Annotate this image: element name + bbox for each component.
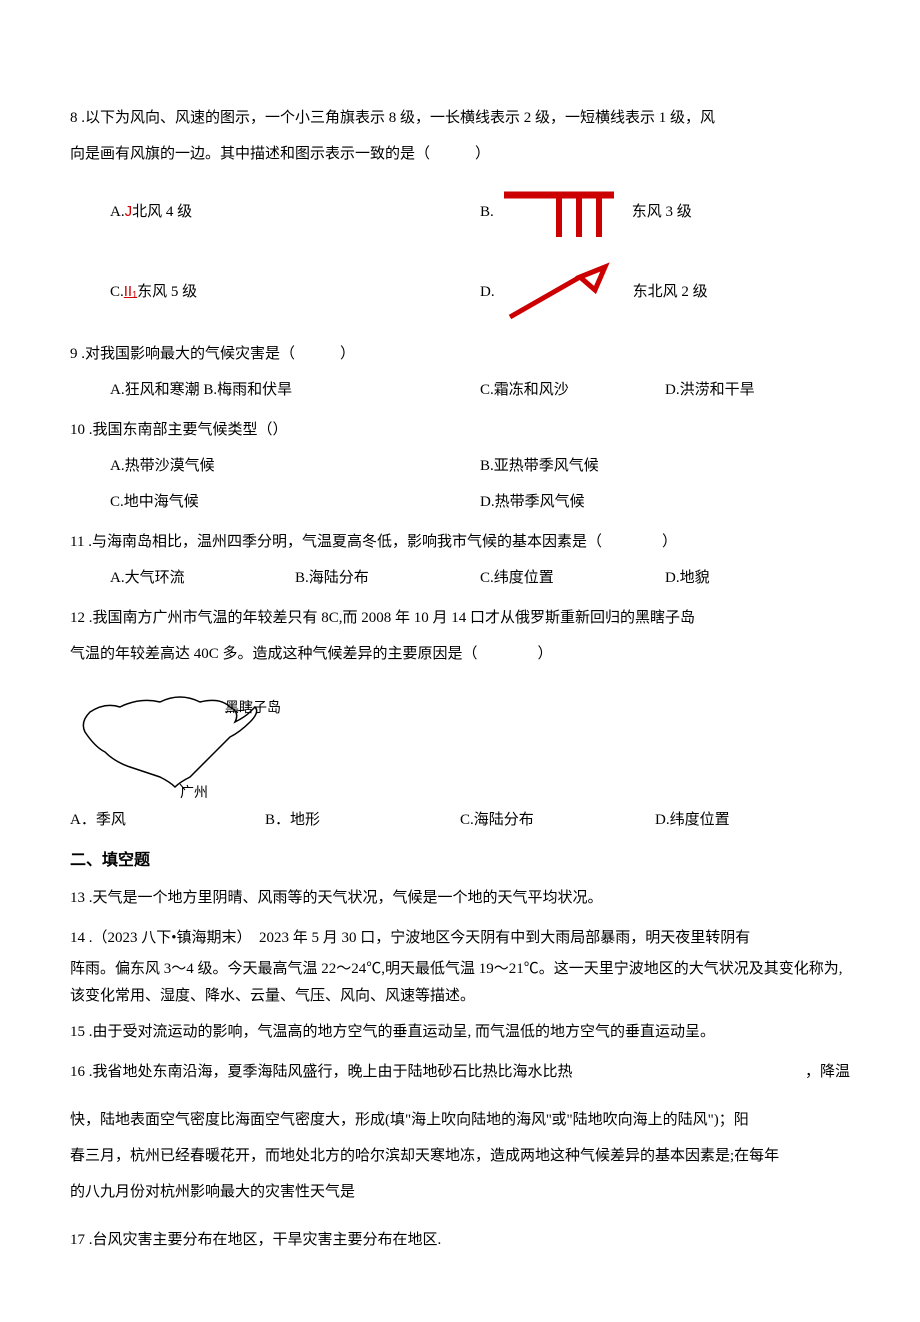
opt-c-text: 东风 5 级	[137, 274, 197, 310]
question-8: 8 .以下为风向、风速的图示，一个小三角旗表示 8 级，一长横线表示 2 级，一…	[70, 100, 850, 332]
q12-opt-c: C.海陆分布	[460, 802, 655, 838]
q11-options: A.大气环流 B.海陆分布 C.纬度位置 D.地貌	[70, 560, 850, 596]
q11-opt-c: C.纬度位置	[480, 560, 665, 596]
q8-stem-line2: 向是画有风旗的一边。其中描述和图示表示一致的是（ ）	[70, 136, 850, 172]
q10-stem: 10 .我国东南部主要气候类型（）	[70, 412, 850, 448]
q16-line2: 快，陆地表面空气密度比海面空气密度大，形成(填"海上吹向陆地的海风''或"陆地吹…	[70, 1102, 850, 1138]
q12-stem-line1: 12 .我国南方广州市气温的年较差只有 8C,而 2008 年 10 月 14 …	[70, 600, 850, 636]
q12-opt-a: A．季风	[70, 802, 265, 838]
question-15: 15 .由于受对流运动的影响，气温高的地方空气的垂直运动呈, 而气温低的地方空气…	[70, 1014, 850, 1050]
question-14: 14 .（2023 八下•镇海期末） 2023 年 5 月 30 口，宁波地区今…	[70, 920, 850, 1010]
opt-label: D.	[480, 274, 495, 310]
q8-option-c: C.II₁ 东风 5 级	[110, 252, 480, 332]
q14-line2: 阵雨。偏东风 3～4 级。今天最高气温 22～24℃,明天最低气温 19～21℃…	[70, 956, 850, 1010]
q10-options: A.热带沙漠气候 B.亚热带季风气候 C.地中海气候 D.热带季风气候	[70, 448, 850, 520]
q12-opt-d: D.纬度位置	[655, 802, 850, 838]
opt-label: C.	[110, 274, 124, 310]
q8-option-d: D. 东北风 2 级	[480, 252, 850, 332]
question-9: 9 .对我国影响最大的气候灾害是（ ） A.狂风和寒潮 B.梅雨和伏旱 C.霜冻…	[70, 336, 850, 408]
opt-label: A.	[110, 194, 125, 230]
q10-opt-a: A.热带沙漠气候	[110, 448, 480, 484]
question-16: 16 .我省地处东南沿海，夏季海陆风盛行，晚上由于陆地砂石比热比海水比热 ，降温…	[70, 1054, 850, 1210]
wind-symbol-b-icon	[504, 187, 614, 237]
q9-opt-d: D.洪涝和干旱	[665, 372, 850, 408]
opt-label: B.	[480, 194, 494, 230]
q10-opt-c: C.地中海气候	[110, 484, 480, 520]
q9-options: A.狂风和寒潮 B.梅雨和伏旱 C.霜冻和风沙 D.洪涝和干旱	[70, 372, 850, 408]
map-label-heixiazi: 黑瞎子岛	[225, 700, 281, 716]
q16-line1b: ，降温	[805, 1054, 850, 1090]
q16-line3: 春三月，杭州已经春暖花开，而地处北方的哈尔滨却天寒地冻，造成两地这种气候差异的基…	[70, 1138, 850, 1174]
opt-d-text: 东北风 2 级	[633, 274, 708, 310]
question-13: 13 .天气是一个地方里阴晴、风雨等的天气状况，气候是一个地的天气平均状况。	[70, 880, 850, 916]
wind-symbol-d-icon	[505, 262, 615, 322]
q16-line1: 16 .我省地处东南沿海，夏季海陆风盛行，晚上由于陆地砂石比热比海水比热 ，降温	[70, 1054, 850, 1090]
q8-option-b: B. 东风 3 级	[480, 172, 850, 252]
map-label-guangzhou: 广州	[180, 785, 208, 801]
opt-c-symbol: II₁	[124, 274, 137, 310]
opt-a-symbol: J	[125, 194, 133, 230]
q12-opt-b: B．地形	[265, 802, 460, 838]
question-17: 17 .台风灾害主要分布在地区，干旱灾害主要分布在地区.	[70, 1222, 850, 1258]
question-11: 11 .与海南岛相比，温州四季分明，气温夏高冬低，影响我市气候的基本因素是（ ）…	[70, 524, 850, 596]
q16-line4: 的八九月份对杭州影响最大的灾害性天气是	[70, 1174, 850, 1210]
q8-stem-line1: 8 .以下为风向、风速的图示，一个小三角旗表示 8 级，一长横线表示 2 级，一…	[70, 100, 850, 136]
q8-options: A.J 北风 4 级 B. 东风 3 级 C.II₁ 东风 5 级 D. 东北风…	[70, 172, 850, 332]
question-10: 10 .我国东南部主要气候类型（） A.热带沙漠气候 B.亚热带季风气候 C.地…	[70, 412, 850, 520]
q10-opt-b: B.亚热带季风气候	[480, 448, 850, 484]
q9-opt-c: C.霜冻和风沙	[480, 372, 665, 408]
q14-line1: 14 .（2023 八下•镇海期末） 2023 年 5 月 30 口，宁波地区今…	[70, 920, 850, 956]
q11-opt-d: D.地貌	[665, 560, 850, 596]
q11-opt-a: A.大气环流	[110, 560, 295, 596]
q9-opt-ab: A.狂风和寒潮 B.梅雨和伏旱	[110, 372, 480, 408]
q11-opt-b: B.海陆分布	[295, 560, 480, 596]
q12-options: A．季风 B．地形 C.海陆分布 D.纬度位置	[70, 802, 850, 838]
q12-stem-line2: 气温的年较差高达 40C 多。造成这种气候差异的主要原因是（ ）	[70, 636, 850, 672]
opt-b-text: 东风 3 级	[632, 194, 692, 230]
opt-a-text: 北风 4 级	[132, 194, 192, 230]
question-12: 12 .我国南方广州市气温的年较差只有 8C,而 2008 年 10 月 14 …	[70, 600, 850, 838]
q10-opt-d: D.热带季风气候	[480, 484, 850, 520]
section-header-fill-blank: 二、填空题	[70, 842, 850, 880]
q8-option-a: A.J 北风 4 级	[110, 172, 480, 252]
china-map-icon: 黑瞎子岛 广州	[70, 682, 290, 802]
q16-line1a: 16 .我省地处东南沿海，夏季海陆风盛行，晚上由于陆地砂石比热比海水比热	[70, 1054, 573, 1090]
q9-stem: 9 .对我国影响最大的气候灾害是（ ）	[70, 336, 850, 372]
q11-stem: 11 .与海南岛相比，温州四季分明，气温夏高冬低，影响我市气候的基本因素是（ ）	[70, 524, 850, 560]
